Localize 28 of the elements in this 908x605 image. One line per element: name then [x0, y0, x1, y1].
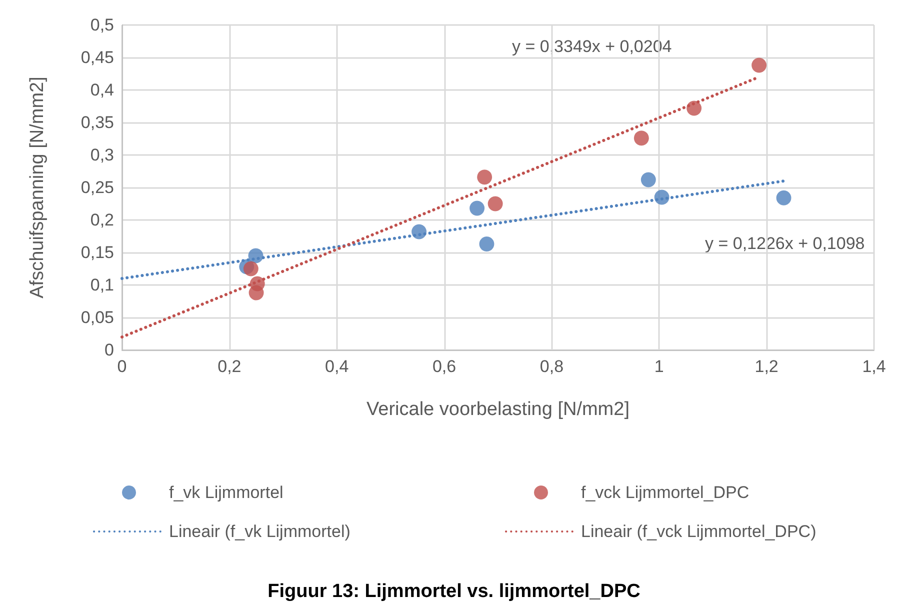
text: Figuur 13: Lijmmortel vs. lijmmortel_DPC [268, 581, 641, 602]
x-tick-label: 0,4 [325, 357, 349, 376]
y-tick-label: 0,1 [90, 276, 114, 294]
legend-label: Lineair (f_vk Lijmmortel) [169, 522, 350, 541]
y-tick-label: 0,2 [90, 210, 114, 230]
legend-label: f_vk Lijmmortel [169, 483, 284, 502]
x-axis-title: Vericale voorbelasting [N/mm2] [366, 399, 630, 420]
annotation: y = 0,1226x + 0,1098 [705, 234, 865, 253]
x-tick-label: 1,2 [754, 357, 778, 376]
y-tick-label: 0,5 [90, 16, 114, 34]
legend-label: Lineair (f_vck Lijmmortel_DPC) [581, 522, 816, 541]
x-tick-label: 1 [654, 357, 664, 376]
y-tick-label: 0,45 [80, 48, 114, 67]
y-axis-title: Afschuifspanning [N/mm2] [27, 76, 48, 298]
legend-label: f_vck Lijmmortel_DPC [581, 483, 750, 502]
x-tick-label: 0,8 [540, 357, 564, 376]
x-tick-label: 1,4 [862, 357, 886, 376]
y-tick-label: 0 [104, 340, 114, 360]
y-tick-label: 0,4 [90, 80, 114, 100]
x-tick-label: 0,2 [218, 357, 242, 376]
x-tick-label: 0 [117, 357, 127, 376]
y-tick-label: 0,3 [90, 146, 114, 164]
y-tick-label: 0,15 [80, 243, 114, 262]
y-tick-label: 0,05 [80, 308, 114, 327]
y-tick-label: 0,35 [80, 113, 114, 132]
annotation: y = 0,3349x + 0,0204 [512, 37, 672, 56]
y-tick-label: 0,25 [80, 178, 114, 197]
x-tick-label: 0,6 [432, 357, 456, 376]
